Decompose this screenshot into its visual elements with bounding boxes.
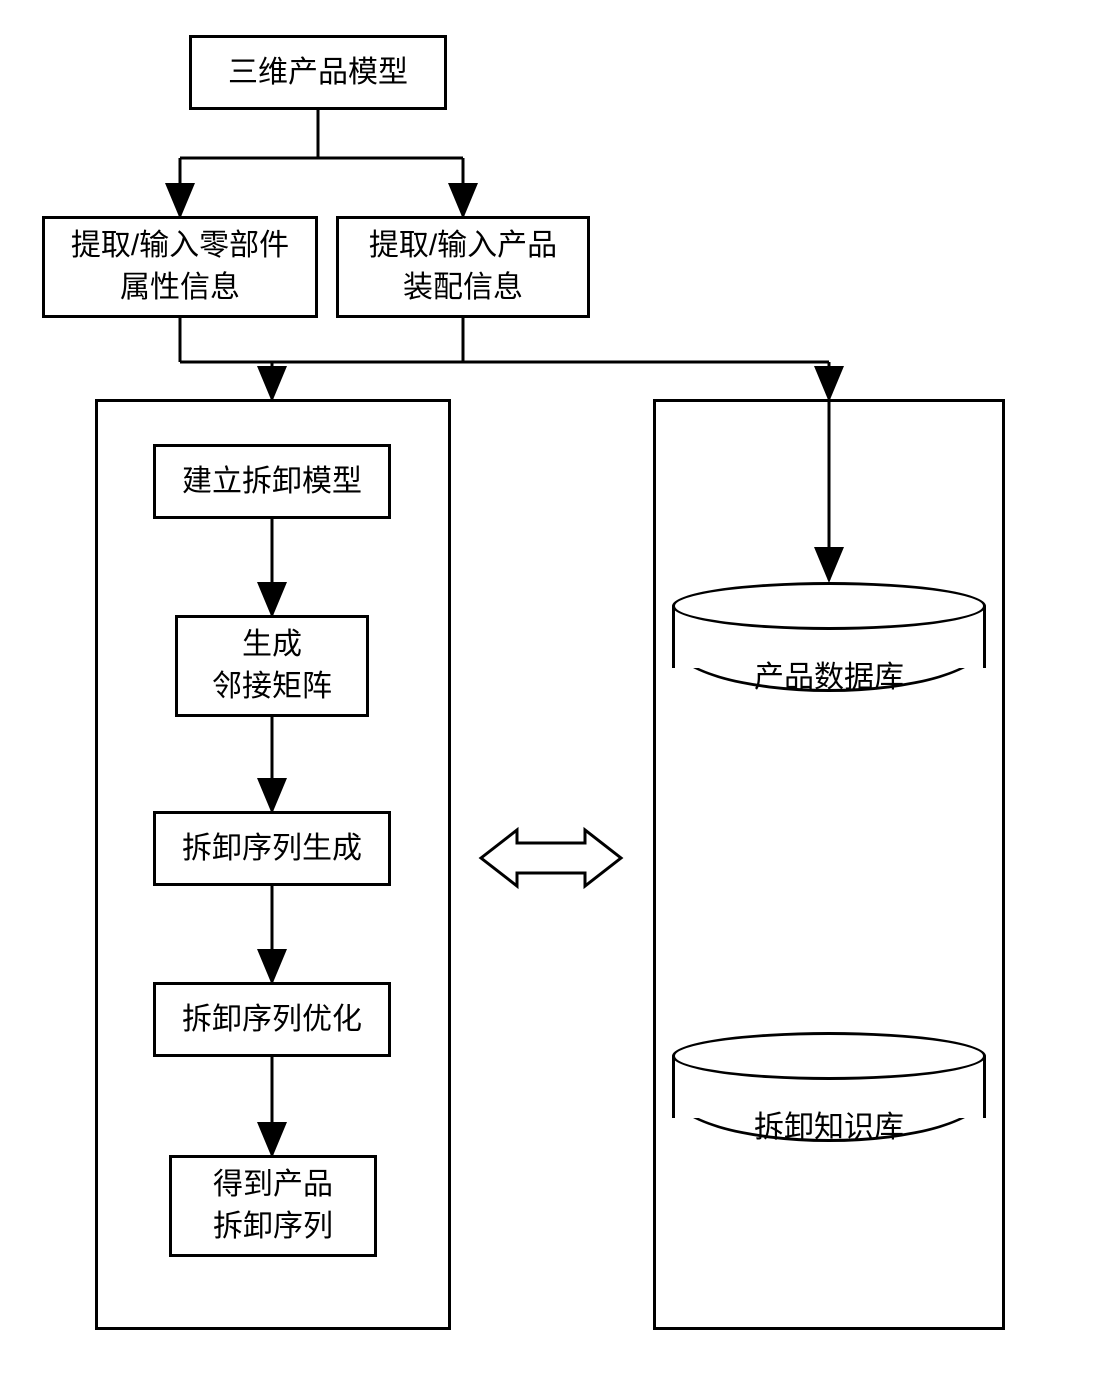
- node-step4-label: 拆卸序列优化: [182, 999, 362, 1041]
- node-step5-label: 得到产品拆卸序列: [213, 1164, 333, 1248]
- cylinder-db2-top: [672, 1032, 986, 1080]
- node-step4: 拆卸序列优化: [153, 982, 391, 1057]
- node-right-input: 提取/输入产品装配信息: [336, 216, 590, 318]
- node-step2: 生成邻接矩阵: [175, 615, 369, 717]
- right-container: [653, 399, 1005, 1330]
- cylinder-db1-label: 产品数据库: [672, 652, 986, 696]
- node-left-input: 提取/输入零部件属性信息: [42, 216, 318, 318]
- node-step3: 拆卸序列生成: [153, 811, 391, 886]
- node-top: 三维产品模型: [189, 35, 447, 110]
- cylinder-db1-top: [672, 582, 986, 630]
- node-step2-label: 生成邻接矩阵: [212, 624, 332, 708]
- node-left-input-label: 提取/输入零部件属性信息: [71, 225, 289, 309]
- cylinder-db1: 产品数据库: [672, 582, 986, 716]
- cylinder-db2-label: 拆卸知识库: [672, 1102, 986, 1146]
- node-right-input-label: 提取/输入产品装配信息: [369, 225, 557, 309]
- node-step3-label: 拆卸序列生成: [182, 828, 362, 870]
- node-step1-label: 建立拆卸模型: [182, 461, 362, 503]
- cylinder-db2: 拆卸知识库: [672, 1032, 986, 1166]
- node-step5: 得到产品拆卸序列: [169, 1155, 377, 1257]
- node-top-label: 三维产品模型: [228, 52, 408, 94]
- node-step1: 建立拆卸模型: [153, 444, 391, 519]
